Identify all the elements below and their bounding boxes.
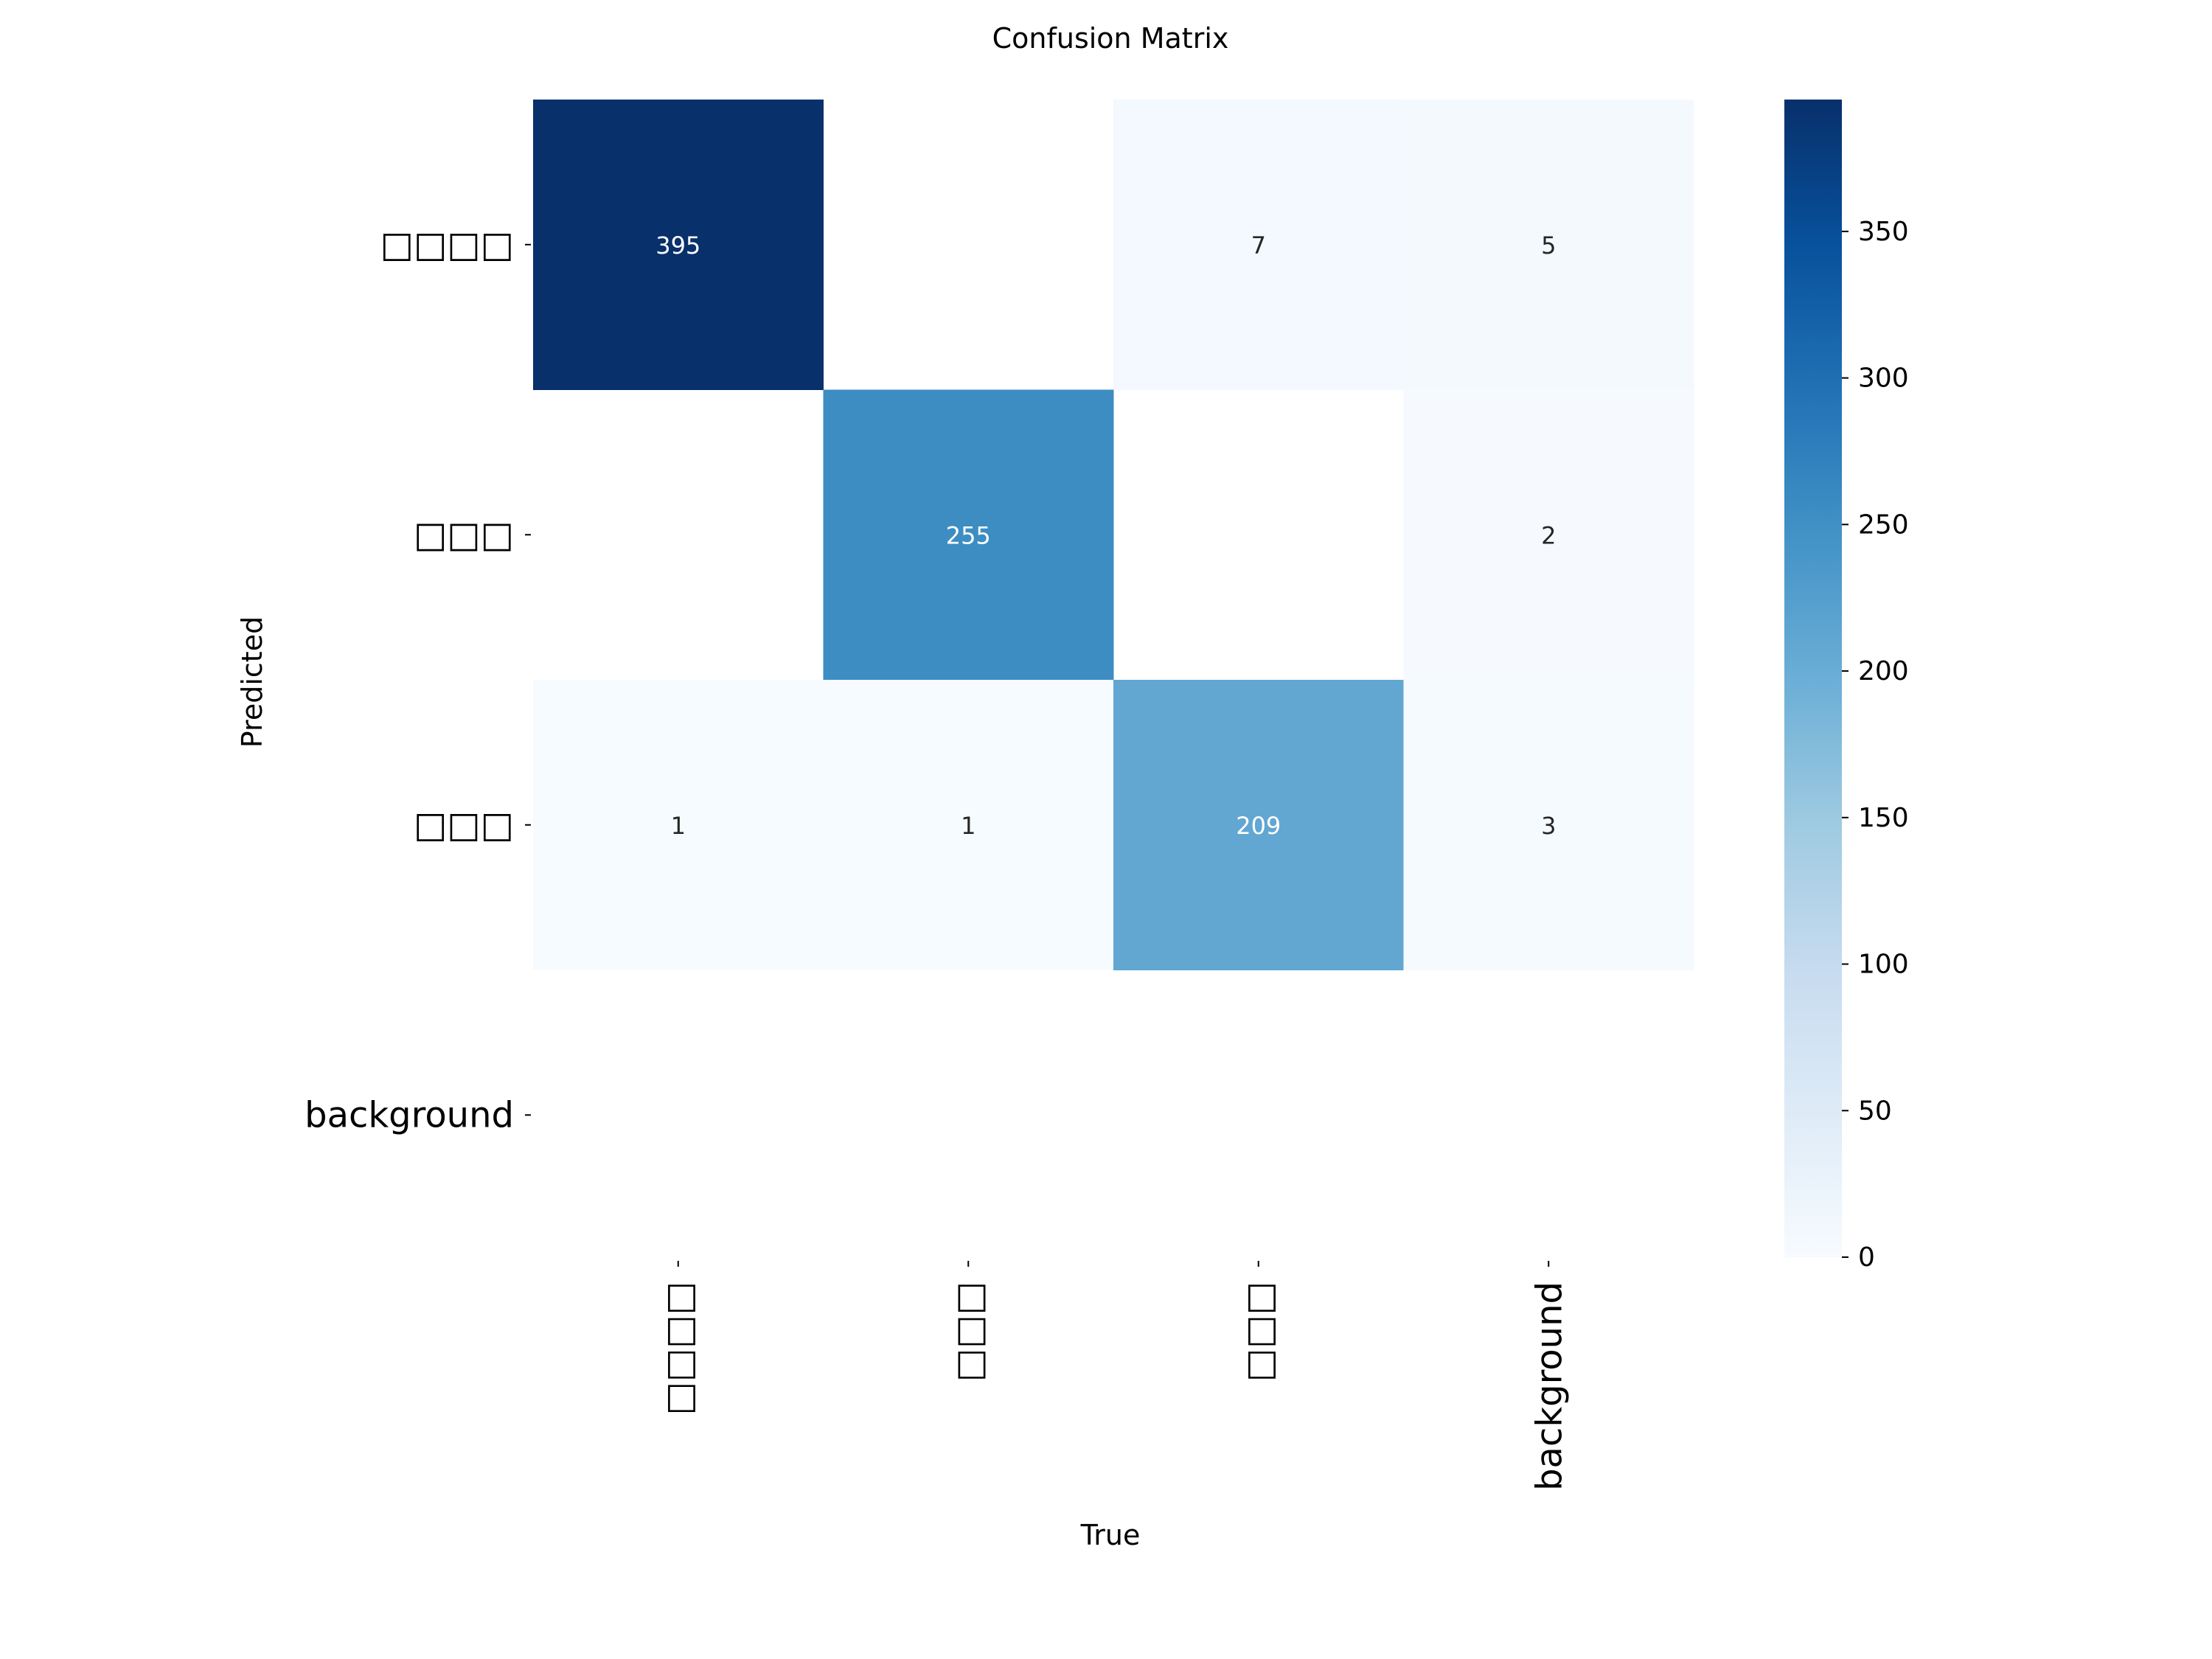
cell-value-label: 5 — [1541, 232, 1556, 260]
colorbar-tick-label: 0 — [1858, 1242, 1875, 1273]
x-tick-label: □□□ — [948, 1281, 990, 1382]
cell-value-label: 2 — [1541, 521, 1556, 549]
y-tick-label: □□□ — [414, 514, 514, 555]
colorbar-tick-label: 250 — [1858, 509, 1909, 540]
heatmap-cell — [1113, 100, 1404, 390]
cell-value-label: 7 — [1251, 232, 1266, 260]
y-axis-label: Predicted — [236, 616, 268, 748]
cell-value-label: 3 — [1541, 812, 1556, 840]
cell-annotations: 395 7 5 255 2 1 1 209 3 — [655, 232, 1556, 840]
colorbar-tick-label: 300 — [1858, 364, 1909, 394]
heatmap-cell — [1403, 389, 1694, 681]
cell-value-label: 1 — [671, 812, 686, 840]
cell-value-label: 1 — [961, 812, 975, 840]
x-axis: □□□□ □□□ □□□ background — [658, 1261, 1570, 1491]
colorbar-tick-label: 150 — [1858, 803, 1909, 833]
heatmap-cell — [533, 680, 824, 970]
heatmap-cells — [533, 100, 1694, 970]
x-tick-label: background — [1528, 1281, 1570, 1491]
y-tick-label: □□□ — [414, 804, 514, 846]
colorbar-ticks: 0 50 100 150 200 250 300 350 — [1842, 217, 1909, 1273]
heatmap-cell — [1403, 680, 1694, 970]
cell-value-label: 395 — [655, 232, 700, 260]
y-tick-label: background — [305, 1094, 514, 1135]
colorbar-tick-label: 350 — [1858, 217, 1909, 247]
x-tick-label: □□□ — [1239, 1281, 1280, 1382]
chart-title: Confusion Matrix — [992, 22, 1229, 55]
heatmap-cell — [823, 389, 1114, 681]
y-axis: □□□□□□□□□□background — [305, 224, 531, 1135]
x-tick-label: □□□□ — [658, 1281, 700, 1415]
heatmap-cell — [1403, 100, 1694, 390]
heatmap-cell — [1113, 680, 1404, 970]
heatmap-cell — [823, 680, 1114, 970]
colorbar — [1784, 100, 1842, 1257]
cell-value-label: 255 — [946, 521, 991, 549]
y-tick-label: □□□□ — [380, 224, 514, 265]
colorbar-tick-label: 200 — [1858, 656, 1909, 686]
x-axis-label: True — [1080, 1519, 1141, 1551]
heatmap-cell — [533, 100, 824, 390]
colorbar-tick-label: 50 — [1858, 1096, 1892, 1126]
colorbar-tick-label: 100 — [1858, 950, 1909, 980]
cell-value-label: 209 — [1236, 812, 1281, 840]
